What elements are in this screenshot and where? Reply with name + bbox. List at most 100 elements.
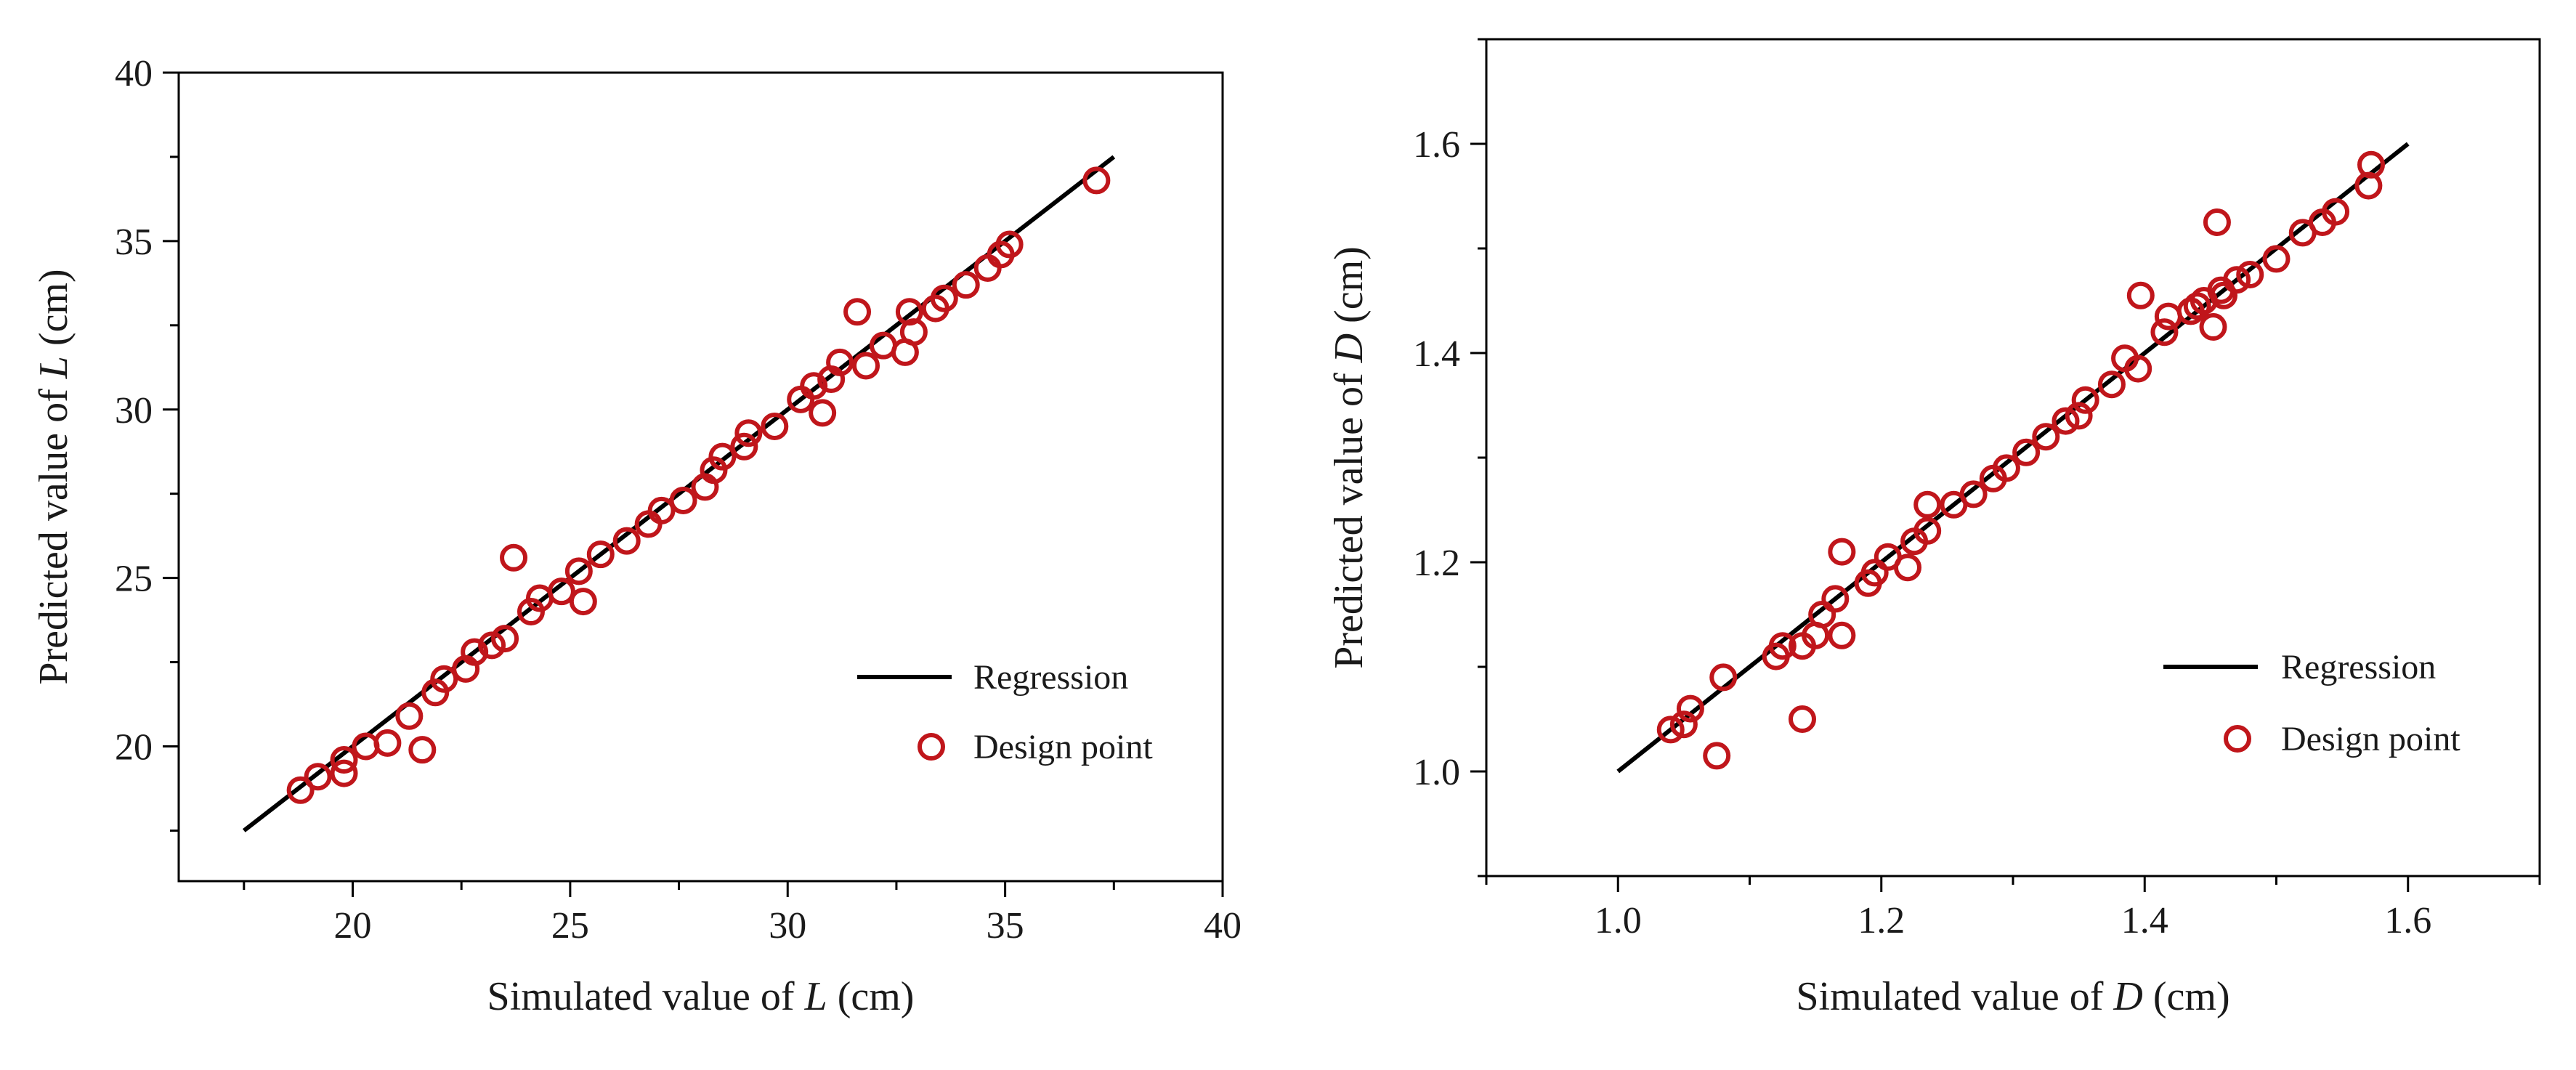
x-tick-label: 1.2 xyxy=(1858,900,1905,941)
y-tick-label: 25 xyxy=(115,559,153,600)
y-tick-label: 40 xyxy=(115,53,153,94)
legend-regression-label: Regression xyxy=(2281,648,2436,686)
design-point-marker xyxy=(2032,423,2060,451)
legend-regression-label: Regression xyxy=(973,658,1128,697)
design-point-marker xyxy=(2154,302,2182,331)
design-point-marker xyxy=(1676,694,1704,723)
design-point-marker xyxy=(2203,208,2231,236)
x-axis-title-pre: Simulated value of xyxy=(487,974,805,1019)
design-point-marker xyxy=(1894,554,1921,582)
y-axis-title: Predicted value of D (cm) xyxy=(1327,246,1372,669)
design-point-marker xyxy=(2097,370,2126,399)
design-point-marker xyxy=(395,702,424,730)
design-point-marker xyxy=(2236,261,2264,288)
y-axis-title-pre: Predicted value of xyxy=(1327,362,1372,668)
legend-design-point-label: Design point xyxy=(2281,720,2460,758)
y-tick-label: 1.2 xyxy=(1413,543,1460,584)
design-point-marker xyxy=(826,348,854,376)
x-axis-title-post: (cm) xyxy=(2143,974,2230,1019)
design-point-marker xyxy=(761,412,789,440)
x-tick-label: 1.4 xyxy=(2121,900,2168,941)
design-point-marker xyxy=(730,432,758,461)
design-point-marker xyxy=(1703,742,1731,770)
design-point-marker xyxy=(1913,516,1942,545)
x-tick-label: 25 xyxy=(551,905,589,947)
x-axis-title-var: D xyxy=(2113,974,2142,1019)
design-point-marker xyxy=(373,729,402,757)
panel-left-L: 20 25 30 35 40 20 25 30 35 40 Simulated value of L… xyxy=(31,53,1242,1019)
x-axis-title-pre: Simulated value of xyxy=(1796,974,2113,1019)
design-point-marker xyxy=(1768,632,1797,660)
design-point-marker xyxy=(430,665,458,693)
y-tick-label: 20 xyxy=(115,727,153,769)
design-point-marker xyxy=(2065,402,2093,430)
x-tick-label: 1.0 xyxy=(1595,900,1642,941)
design-point-marker xyxy=(408,736,437,764)
design-point-marker xyxy=(1959,480,1988,508)
y-axis-title-pre: Predicted value of xyxy=(31,378,76,684)
x-tick-label: 35 xyxy=(987,905,1024,947)
design-point-marker xyxy=(952,271,980,299)
design-point-marker xyxy=(1992,454,2020,482)
design-point-marker xyxy=(461,638,489,666)
design-point-marker xyxy=(304,763,332,791)
design-point-marker xyxy=(612,527,641,555)
design-point-marker xyxy=(1828,621,1856,649)
design-point-marker xyxy=(330,746,358,774)
design-point-marker xyxy=(2357,150,2385,179)
design-point-marker xyxy=(2012,438,2041,466)
y-axis-title-var: D xyxy=(1327,333,1372,363)
x-axis-title-var: L xyxy=(804,974,827,1019)
x-axis-title: Simulated value of D (cm) xyxy=(1796,974,2229,1019)
design-point-marker xyxy=(2322,198,2350,226)
design-point-marker xyxy=(569,588,597,616)
design-point-marker xyxy=(1828,538,1856,566)
design-point-marker xyxy=(930,284,958,312)
legend-design-point-swatch xyxy=(2224,725,2251,753)
design-point-marker xyxy=(1709,663,1738,692)
design-point-marker xyxy=(547,577,575,606)
design-point-marker xyxy=(2124,354,2152,383)
design-point-marker xyxy=(2262,245,2291,273)
design-point-marker xyxy=(2183,292,2211,320)
y-axis-title-var: L xyxy=(31,356,76,379)
design-point-marker xyxy=(2126,281,2155,309)
legend-design-point-swatch xyxy=(918,733,945,761)
x-axis-title: Simulated value of L (cm) xyxy=(487,974,915,1019)
design-point-marker xyxy=(491,625,519,653)
y-tick-label: 1.4 xyxy=(1413,333,1460,375)
design-point-marker xyxy=(809,399,837,427)
design-point-marker xyxy=(2052,407,2080,435)
design-point-marker xyxy=(564,557,593,585)
y-tick-label: 1.0 xyxy=(1413,752,1460,793)
design-point-marker xyxy=(478,631,506,660)
y-axis-title-post: (cm) xyxy=(31,269,76,356)
design-point-marker xyxy=(995,230,1024,259)
design-point-marker xyxy=(1082,166,1111,195)
plot-frame xyxy=(177,71,1224,883)
y-axis-title: Predicted value of L (cm) xyxy=(31,269,76,684)
x-tick-label: 1.6 xyxy=(2384,900,2431,941)
design-point-marker xyxy=(500,543,528,572)
x-tick-label: 40 xyxy=(1204,905,1242,947)
y-tick-label: 1.6 xyxy=(1413,124,1460,166)
design-point-marker xyxy=(1913,490,1942,519)
design-point-marker xyxy=(1656,716,1685,744)
x-axis-title-post: (cm) xyxy=(827,974,915,1019)
design-point-marker xyxy=(669,486,697,514)
design-point-marker xyxy=(852,352,880,380)
design-point-marker xyxy=(973,254,1002,282)
design-point-marker xyxy=(899,318,928,346)
design-point-marker xyxy=(286,776,315,804)
design-point-marker xyxy=(1789,705,1816,733)
y-axis-title-post: (cm) xyxy=(1327,246,1372,333)
y-tick-label: 30 xyxy=(115,390,153,431)
design-point-marker xyxy=(586,540,615,569)
design-point-marker xyxy=(843,298,872,326)
legend-design-point-label: Design point xyxy=(973,728,1153,766)
x-tick-label: 20 xyxy=(334,905,372,947)
design-point-marker xyxy=(2150,318,2179,346)
design-point-marker xyxy=(2223,266,2251,294)
panel-right-D: 1.0 1.2 1.4 1.6 1.0 1.2 1.4 1.6 Simulated value … xyxy=(1327,38,2541,1019)
design-point-marker xyxy=(1669,710,1698,739)
